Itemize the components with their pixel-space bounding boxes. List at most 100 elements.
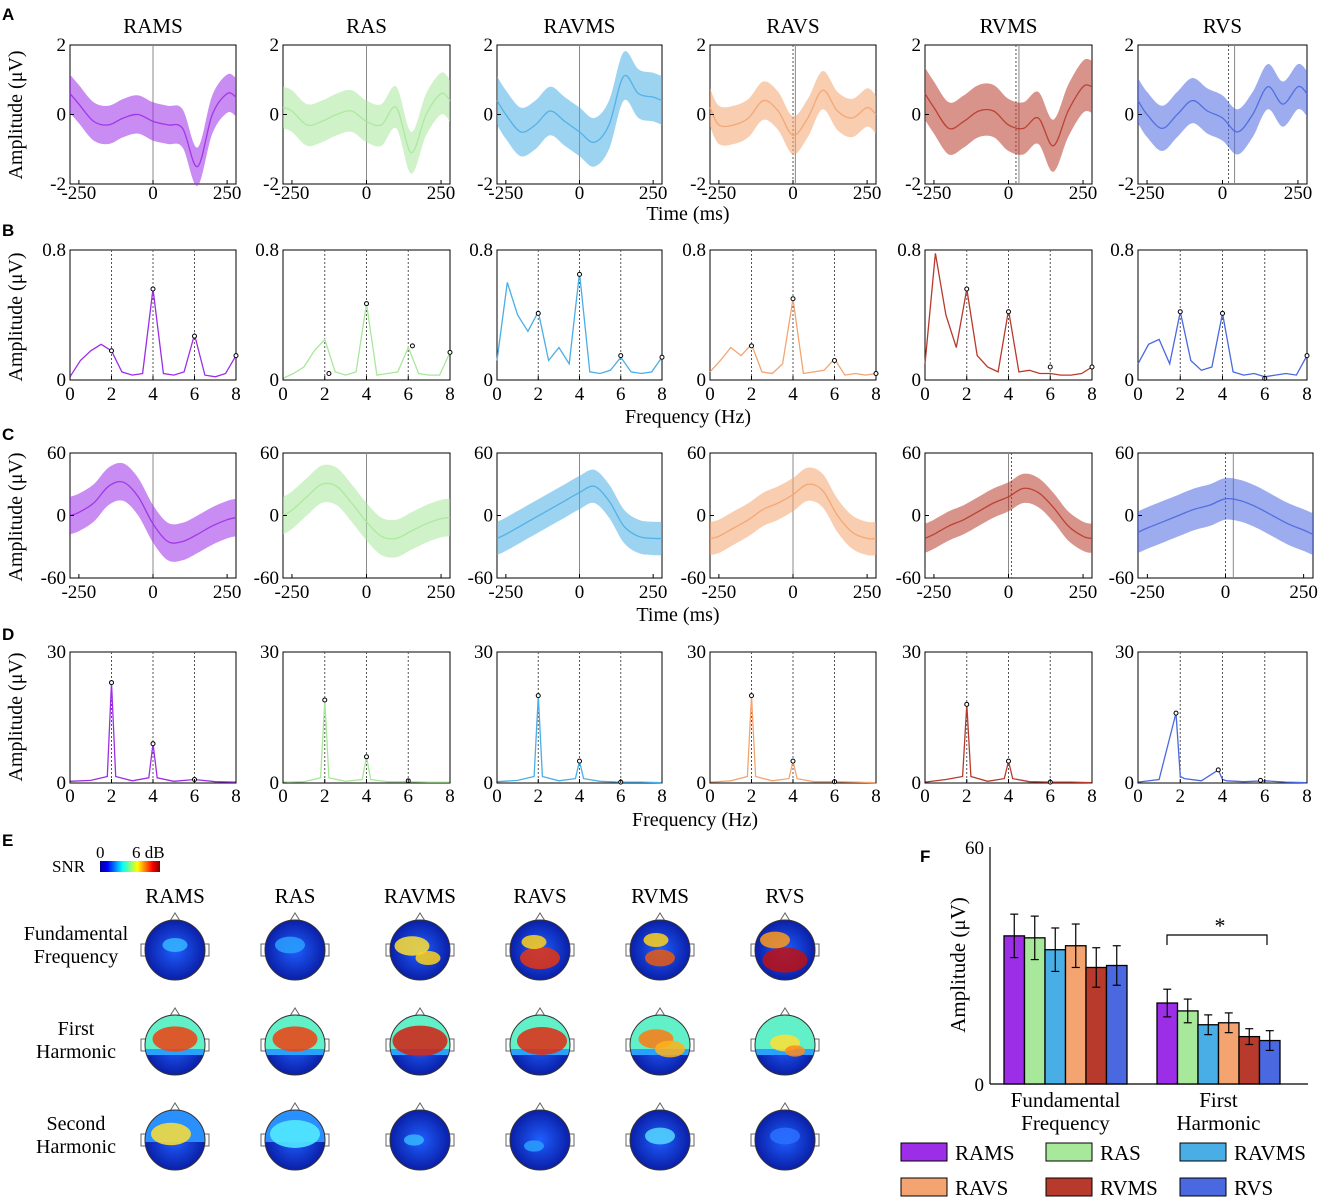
x-tick-label: 8: [445, 384, 455, 405]
y-tick-label: 30: [1115, 642, 1134, 663]
x-tick-label: 4: [148, 384, 158, 405]
y-tick-label: 2: [484, 35, 494, 56]
head-outline: [389, 919, 451, 981]
topomap-row-label: Harmonic: [36, 1136, 116, 1158]
x-tick-label: 8: [871, 384, 881, 405]
panel-c-subplot-rvs: 60 0 -60-250 0 250: [1109, 443, 1318, 603]
activation-blob: [151, 1122, 191, 1146]
x-tick-label: -250: [917, 582, 952, 603]
y-tick-label: 30: [260, 642, 279, 663]
head-map: [510, 1015, 570, 1075]
x-tick-label: 0: [492, 786, 502, 807]
colorbar-max: 6 dB: [132, 843, 165, 862]
panel-a-subplot-ras: RAS 2 0 -2-250 0 250: [263, 14, 455, 204]
panel-label-c: C: [2, 425, 14, 444]
y-tick-label: 0: [697, 105, 707, 126]
y-tick-label: 2: [1125, 35, 1135, 56]
peak-marker: [1006, 309, 1011, 315]
y-tick-label: 0: [697, 506, 707, 527]
peak-marker: [790, 296, 796, 302]
y-tick-label: 60: [260, 443, 279, 464]
mean-line: [69, 480, 237, 544]
head-map: [510, 1110, 570, 1170]
x-tick-label: 250: [853, 183, 882, 204]
legend-label: RAS: [1100, 1141, 1141, 1165]
x-tick-label: 0: [575, 582, 585, 603]
head-outline: [389, 1109, 451, 1171]
topomap-0-ravms-head: [385, 912, 455, 981]
topomap-column-title: RAVMS: [384, 884, 456, 908]
peak-marker: [749, 343, 754, 349]
x-tick-label: 8: [445, 786, 455, 807]
y-tick-label: 0: [912, 773, 922, 794]
panel-e-topomaps: RAMS RAS RAVMS RAVS RVMS RVS FundamentalFreque…: [24, 884, 820, 1171]
confidence-band: [710, 467, 876, 556]
significance-bracket: [1166, 934, 1268, 945]
x-tick-label: 2: [1176, 384, 1186, 405]
x-tick-label: 6: [1046, 786, 1056, 807]
x-tick-label: 0: [65, 786, 75, 807]
panel-label-b: B: [2, 221, 14, 240]
legend-label: RVMS: [1100, 1176, 1158, 1200]
x-tick-label: 2: [1176, 786, 1186, 807]
peak-marker: [577, 758, 582, 764]
activation-blob: [645, 949, 675, 967]
subplot-title: RAMS: [123, 14, 183, 38]
legend-swatch: [900, 1177, 948, 1197]
mean-line: [1137, 85, 1308, 133]
head-outline: [509, 1109, 571, 1171]
panel-c-subplot-ras: 60 0 -60-250 0 250: [254, 443, 456, 603]
topomap-0-rams-head: [140, 912, 210, 981]
panel-a-ylabel: Amplitude (μV): [5, 50, 27, 179]
x-tick-label: 8: [657, 786, 667, 807]
topomap-2-rams-head: [140, 1102, 210, 1171]
topomap-2-ravs-head: [505, 1102, 575, 1171]
x-tick-label: 0: [920, 786, 930, 807]
topomap-0-rvms-head: [625, 912, 695, 981]
peak-marker: [1089, 364, 1095, 370]
x-tick-label: 8: [231, 384, 241, 405]
x-tick-label: 0: [788, 183, 798, 204]
x-tick-label: 0: [1004, 183, 1014, 204]
activation-blob: [643, 933, 669, 947]
legend-item-rvms: RVMS: [1045, 1176, 1158, 1200]
head-map: [390, 920, 450, 980]
activation-blob: [404, 1134, 424, 1146]
head-outline: [509, 1014, 571, 1076]
mean-line: [282, 482, 451, 540]
peak-marker: [150, 741, 156, 747]
head-outline: [509, 919, 571, 981]
topomap-1-rams-head: [140, 1007, 210, 1076]
panel-c-xlabel: Time (ms): [636, 604, 719, 626]
peak-marker: [790, 758, 796, 764]
x-tick-label: -250: [1130, 183, 1165, 204]
x-tick-label: 0: [148, 183, 158, 204]
head-map: [145, 920, 205, 980]
head-map: [390, 1015, 450, 1075]
x-tick-label: 0: [575, 183, 585, 204]
head-outline: [629, 1014, 691, 1076]
x-tick-label: 250: [1289, 582, 1318, 603]
peak-marker: [192, 333, 197, 339]
x-tick-label: 250: [853, 582, 882, 603]
x-tick-label: 0: [148, 582, 158, 603]
legend-item-rams: RAMS: [900, 1141, 1015, 1165]
confidence-band: [925, 473, 1092, 553]
topomap-1-ras-head: [260, 1007, 330, 1076]
legend-swatch: [1045, 1177, 1093, 1197]
panel-a-subplot-ravms: RAVMS 2 0 -2-250 0 250: [477, 14, 667, 204]
y-tick-label: -60: [681, 568, 706, 589]
confidence-band: [1138, 63, 1307, 155]
activation-blob: [152, 1026, 198, 1052]
x-tick-label: 250: [639, 183, 668, 204]
x-tick-label: 0: [362, 183, 372, 204]
x-tick-label: 4: [1004, 786, 1014, 807]
head-outline: [144, 919, 206, 981]
panel-d-subplot-rvms: 30 00 2 4 6 8: [902, 642, 1097, 807]
confidence-band: [70, 73, 236, 186]
panel-d-subplot-rams: 30 00 2 4 6 8: [47, 642, 241, 807]
peak-marker: [326, 371, 332, 376]
y-tick-label: 0: [57, 773, 67, 794]
x-tick-label: 250: [1284, 183, 1313, 204]
